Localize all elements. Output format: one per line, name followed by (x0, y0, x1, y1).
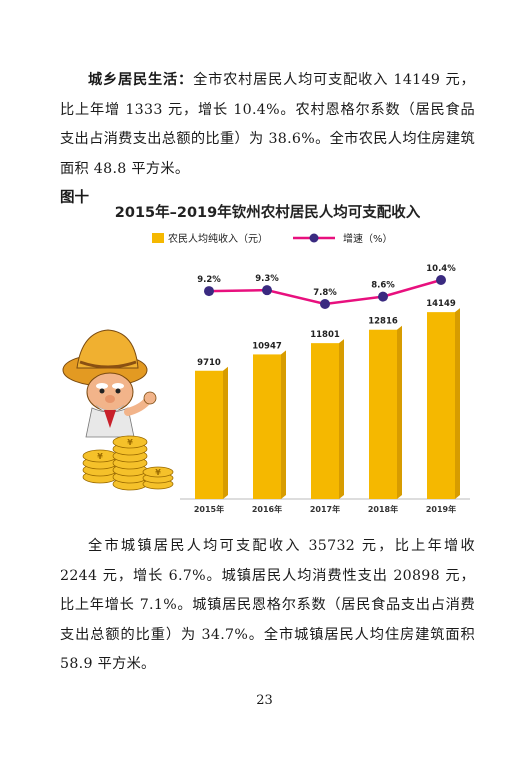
bar-side-3 (397, 325, 402, 499)
bar-label-3: 12816 (368, 317, 398, 327)
bar-4 (427, 312, 455, 499)
bar-1 (253, 354, 281, 499)
growth-point-1 (262, 285, 272, 296)
bar-side-2 (339, 339, 344, 499)
cartoon-farmer-with-coins-icon: ¥ ¥ ¥ (62, 329, 174, 491)
rural-income-paragraph: 城乡居民生活：全市农村居民人均可支配收入 14149 元，比上年增 1333 元… (60, 66, 475, 184)
legend-line-marker (309, 233, 319, 243)
x-tick-1: 2016年 (252, 504, 282, 514)
growth-label-1: 9.3% (255, 274, 279, 284)
bar-side-1 (281, 350, 286, 499)
bar-label-1: 10947 (252, 341, 282, 351)
bar-label-2: 11801 (310, 330, 340, 340)
chart-title: 2015年–2019年钦州农村居民人均可支配收入 (114, 205, 421, 221)
bar-2 (311, 343, 339, 499)
svg-text:¥: ¥ (155, 468, 161, 477)
page-number: 23 (256, 693, 273, 708)
section-lead: 城乡居民生活： (88, 72, 194, 88)
svg-text:¥: ¥ (97, 452, 103, 461)
growth-label-3: 8.6% (371, 281, 395, 291)
urban-income-paragraph: 全市城镇居民人均可支配收入 35732 元，比上年增收 2244 元，增长 6.… (60, 538, 475, 672)
x-tick-2: 2017年 (310, 504, 340, 514)
bar-3 (369, 329, 397, 499)
growth-point-4 (436, 275, 446, 285)
bar-value-labels: 9710 10947 11801 12816 14149 (197, 299, 456, 368)
rural-income-text: 全市农村居民人均可支配收入 14149 元，比上年增 1333 元，增长 10.… (60, 72, 475, 177)
growth-point-2 (320, 299, 330, 309)
chart-legend: 农民人均纯收入（元） 增速（%） (152, 232, 393, 245)
bar-series (195, 308, 460, 499)
x-tick-labels: 2015年 2016年 2017年 2018年 2019年 (194, 504, 456, 514)
legend-line-label: 增速（%） (343, 232, 393, 245)
bar-side-0 (223, 366, 228, 499)
legend-bar-swatch (152, 233, 164, 243)
income-chart: 农民人均纯收入（元） 增速（%） (62, 232, 470, 514)
growth-point-0 (204, 286, 214, 297)
growth-label-0: 9.2% (197, 275, 221, 285)
growth-point-3 (378, 291, 388, 302)
bar-0 (195, 370, 223, 499)
growth-label-2: 7.8% (313, 288, 337, 298)
figure-label: 图十 (60, 190, 89, 206)
x-tick-3: 2018年 (368, 504, 398, 514)
x-tick-4: 2019年 (426, 504, 456, 514)
growth-label-4: 10.4% (426, 264, 456, 274)
bar-label-4: 14149 (426, 299, 456, 309)
x-tick-0: 2015年 (194, 504, 224, 514)
legend-bar-label: 农民人均纯收入（元） (168, 232, 268, 245)
growth-value-labels: 9.2% 9.3% 7.8% 8.6% 10.4% (197, 264, 456, 298)
bar-label-0: 9710 (197, 358, 221, 368)
svg-text:¥: ¥ (127, 438, 133, 447)
bar-side-4 (455, 308, 460, 499)
growth-line-series (204, 275, 446, 309)
